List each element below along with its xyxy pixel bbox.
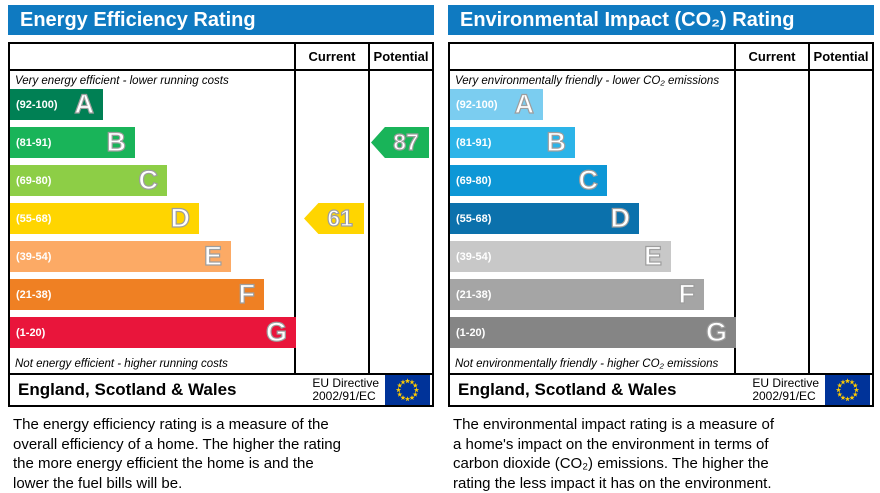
current-column-header: Current bbox=[748, 49, 796, 64]
column-divider bbox=[368, 44, 370, 375]
column-divider bbox=[734, 44, 736, 375]
band-row: (55-68) D bbox=[10, 202, 294, 234]
band-letter: E bbox=[203, 240, 222, 271]
chart-footer: England, Scotland & Wales EU Directive 2… bbox=[450, 375, 872, 405]
band-e: (39-54) E bbox=[450, 240, 671, 272]
band-row: (1-20) G bbox=[10, 316, 296, 348]
energy-efficiency-description: The energy efficiency rating is a measur… bbox=[13, 416, 341, 492]
band-d: (55-68) D bbox=[10, 202, 199, 234]
band-a: (92-100) A bbox=[10, 88, 103, 120]
band-letter: F bbox=[238, 278, 256, 309]
chart-header-row: Current Potential bbox=[450, 44, 872, 71]
band-letter: C bbox=[578, 164, 599, 195]
potential-column-header: Potential bbox=[813, 49, 869, 64]
column-divider bbox=[294, 44, 296, 375]
band-f: (21-38) F bbox=[450, 278, 704, 310]
energy-efficiency-chart: Current Potential Very energy efficient … bbox=[8, 42, 434, 407]
bottom-caption: Not energy efficient - higher running co… bbox=[15, 358, 228, 370]
region-label: England, Scotland & Wales bbox=[18, 380, 237, 399]
band-letter: B bbox=[106, 126, 127, 157]
band-range: (69-80) bbox=[456, 174, 492, 187]
chart-header-row: Current Potential bbox=[10, 44, 432, 71]
top-caption: Very energy efficient - lower running co… bbox=[15, 75, 229, 87]
chart-body: Very energy efficient - lower running co… bbox=[10, 71, 432, 375]
region-label: England, Scotland & Wales bbox=[458, 380, 677, 399]
band-row: (39-54) E bbox=[450, 240, 734, 272]
band-g: (1-20) G bbox=[10, 316, 296, 348]
bottom-caption: Not environmentally friendly - higher CO… bbox=[455, 358, 719, 370]
band-row: (39-54) E bbox=[10, 240, 294, 272]
band-e: (39-54) E bbox=[10, 240, 231, 272]
band-letter: D bbox=[170, 202, 191, 233]
band-range: (39-54) bbox=[456, 250, 492, 263]
potential-column-header: Potential bbox=[373, 49, 429, 64]
band-range: (69-80) bbox=[16, 174, 52, 187]
band-c: (69-80) C bbox=[10, 164, 167, 196]
band-letter: E bbox=[643, 240, 662, 271]
band-row: (69-80) C bbox=[10, 164, 294, 196]
eu-directive-line2: 2002/91/EC bbox=[752, 389, 816, 403]
eu-directive-label: EU Directive 2002/91/EC bbox=[752, 377, 819, 403]
band-row: (55-68) D bbox=[450, 202, 734, 234]
band-f: (21-38) F bbox=[10, 278, 264, 310]
band-row: (92-100) A bbox=[10, 88, 294, 120]
eu-directive-label: EU Directive 2002/91/EC bbox=[312, 377, 379, 403]
band-letter: A bbox=[74, 88, 95, 119]
band-c: (69-80) C bbox=[450, 164, 607, 196]
chart-body: Very environmentally friendly - lower CO… bbox=[450, 71, 872, 375]
band-range: (81-91) bbox=[456, 136, 492, 149]
band-range: (39-54) bbox=[16, 250, 52, 263]
environmental-impact-title: Environmental Impact (CO₂) Rating bbox=[448, 5, 874, 35]
eu-flag-icon bbox=[385, 375, 430, 405]
band-row: (81-91) B bbox=[450, 126, 734, 158]
eu-directive-line2: 2002/91/EC bbox=[312, 389, 376, 403]
band-row: (1-20) G bbox=[450, 316, 736, 348]
environmental-impact-description: The environmental impact rating is a mea… bbox=[453, 416, 774, 492]
eu-flag-icon bbox=[825, 375, 870, 405]
eu-directive-line1: EU Directive bbox=[312, 376, 379, 390]
band-letter: F bbox=[678, 278, 696, 309]
top-caption: Very environmentally friendly - lower CO… bbox=[455, 75, 720, 87]
current-rating-value: 61 bbox=[327, 204, 354, 231]
band-a: (92-100) A bbox=[450, 88, 543, 120]
band-letter: D bbox=[610, 202, 631, 233]
band-row: (21-38) F bbox=[450, 278, 734, 310]
band-range: (55-68) bbox=[456, 212, 492, 225]
band-b: (81-91) B bbox=[450, 126, 575, 158]
band-row: (92-100) A bbox=[450, 88, 734, 120]
band-d: (55-68) D bbox=[450, 202, 639, 234]
eu-directive-line1: EU Directive bbox=[752, 376, 819, 390]
band-range: (21-38) bbox=[456, 288, 492, 301]
band-range: (92-100) bbox=[16, 98, 58, 111]
environmental-impact-panel: Environmental Impact (CO₂) Rating Curren… bbox=[448, 0, 874, 493]
band-range: (1-20) bbox=[16, 326, 46, 339]
chart-footer: England, Scotland & Wales EU Directive 2… bbox=[10, 375, 432, 405]
band-row: (69-80) C bbox=[450, 164, 734, 196]
energy-efficiency-title: Energy Efficiency Rating bbox=[8, 5, 434, 35]
band-b: (81-91) B bbox=[10, 126, 135, 158]
potential-rating-arrow: 87 bbox=[371, 127, 429, 158]
band-range: (1-20) bbox=[456, 326, 486, 339]
band-g: (1-20) G bbox=[450, 316, 736, 348]
band-row: (81-91) B bbox=[10, 126, 294, 158]
band-range: (21-38) bbox=[16, 288, 52, 301]
band-range: (55-68) bbox=[16, 212, 52, 225]
band-letter: B bbox=[546, 126, 567, 157]
environmental-impact-chart: Current Potential Very environmentally f… bbox=[448, 42, 874, 407]
band-range: (81-91) bbox=[16, 136, 52, 149]
band-letter: G bbox=[705, 316, 727, 347]
current-column-header: Current bbox=[308, 49, 356, 64]
rating-bands: (92-100) A (81-91) B (69-80) C (55-68) D (39-54)… bbox=[450, 88, 736, 348]
potential-rating-value: 87 bbox=[393, 128, 420, 155]
band-letter: G bbox=[265, 316, 287, 347]
band-letter: A bbox=[514, 88, 535, 119]
band-row: (21-38) F bbox=[10, 278, 294, 310]
current-rating-arrow: 61 bbox=[304, 203, 364, 234]
energy-efficiency-panel: Energy Efficiency Rating Current Potenti… bbox=[8, 0, 434, 493]
band-range: (92-100) bbox=[456, 98, 498, 111]
column-divider bbox=[808, 44, 810, 375]
band-letter: C bbox=[138, 164, 159, 195]
rating-bands: (92-100) A (81-91) B (69-80) C (55-68) D (39-54)… bbox=[10, 88, 296, 348]
